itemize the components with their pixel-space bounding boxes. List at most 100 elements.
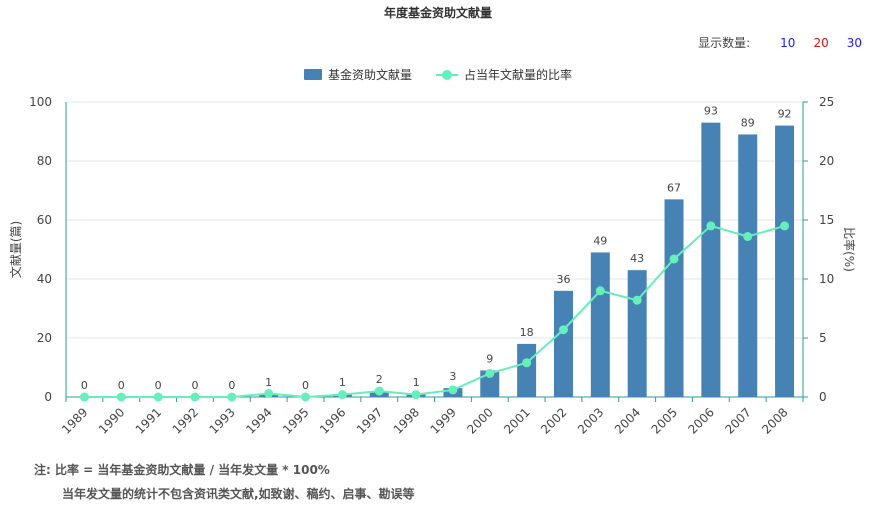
legend-line-label: 占当年文献量的比率 (464, 68, 573, 82)
y-tick-label-left: 60 (37, 213, 52, 227)
bar (738, 134, 758, 397)
y-tick-label-right: 5 (819, 331, 827, 345)
bar-data-label: 89 (741, 116, 755, 129)
x-tick-label: 1993 (206, 405, 237, 436)
ratio-point (522, 358, 532, 368)
bar-data-label: 0 (155, 379, 162, 392)
y-tick-label-right: 10 (819, 272, 834, 286)
x-tick-label: 2007 (722, 405, 753, 436)
ratio-point (153, 392, 163, 402)
x-tick-label: 2008 (759, 405, 790, 436)
bar (664, 199, 684, 397)
display-count-option-10[interactable]: 10 (780, 35, 796, 50)
y-tick-label-right: 25 (819, 95, 834, 109)
bar-data-label: 0 (228, 379, 235, 392)
y-tick-label-right: 0 (819, 390, 827, 404)
x-tick-label: 2002 (538, 405, 569, 436)
display-count-selector: 显示数量: 10 20 30 (698, 34, 862, 51)
bar-data-label: 18 (520, 326, 534, 339)
ratio-point (595, 286, 605, 296)
ratio-point (485, 368, 495, 378)
x-tick-label: 1990 (96, 405, 127, 436)
chart-legend: 基金资助文献量 占当年文献量的比率 (0, 66, 876, 83)
ratio-point (116, 392, 126, 402)
x-tick-label: 2006 (685, 405, 716, 436)
y-tick-label-left: 80 (37, 154, 52, 168)
y-tick-label-right: 20 (819, 154, 834, 168)
bar-data-label: 36 (556, 273, 570, 286)
chart-notes: 注: 比率 = 当年基金资助文献量 / 当年发文量 * 100% 当年发文量的统… (34, 458, 415, 506)
x-tick-label: 2004 (612, 405, 643, 436)
bar-data-label: 3 (449, 370, 456, 383)
legend-item-bar-series[interactable]: 基金资助文献量 (303, 66, 412, 83)
legend-bar-label: 基金资助文献量 (327, 68, 412, 82)
ratio-point (337, 390, 347, 400)
y-tick-label-left: 20 (37, 331, 52, 345)
line-layer (79, 221, 790, 402)
bar-data-label: 2 (376, 373, 383, 386)
ratio-point (669, 254, 679, 264)
y-axis-title-left: 文献量(篇) (8, 221, 23, 278)
bar-layer (259, 122, 795, 398)
bar-data-label: 49 (593, 234, 607, 247)
x-tick-label: 1999 (428, 405, 459, 436)
bar-data-label: 67 (667, 181, 681, 194)
x-tick-label: 1989 (59, 405, 90, 436)
bar-data-label: 92 (778, 108, 792, 121)
ratio-point (264, 388, 274, 398)
y-tick-label-left: 40 (37, 272, 52, 286)
x-tick-label: 2005 (649, 405, 680, 436)
x-tick-label: 1998 (391, 405, 422, 436)
x-tick-label: 1992 (170, 405, 201, 436)
legend-line-swatch (436, 69, 458, 81)
bar (553, 290, 573, 397)
bar (517, 343, 537, 397)
y-tick-label-right: 15 (819, 213, 834, 227)
y-tick-label-left: 100 (29, 95, 52, 109)
y-axis-title-right: 比率(%) (842, 227, 857, 272)
display-count-label: 显示数量: (698, 36, 751, 50)
note-line-2: 当年发文量的统计不包含资讯类文献,如致谢、稿约、启事、勘误等 (62, 487, 415, 501)
ratio-point (558, 325, 568, 335)
x-tick-label: 1996 (317, 405, 348, 436)
display-count-option-30[interactable]: 30 (846, 35, 862, 50)
ratio-point (632, 295, 642, 305)
x-tick-label: 2000 (464, 405, 495, 436)
note-line-1: 注: 比率 = 当年基金资助文献量 / 当年发文量 * 100% (34, 463, 330, 477)
bar-data-label: 1 (265, 376, 272, 389)
ratio-point (190, 392, 200, 402)
bar-data-label: 1 (413, 376, 420, 389)
bar-data-label: 0 (118, 379, 125, 392)
ratio-point (79, 392, 89, 402)
label-layer: 0 0 0 0 0 1 0 1 2 1 3 9 18 36 49 43 67 93 89 92 (81, 105, 792, 392)
x-tick-label: 1991 (133, 405, 164, 436)
ratio-point (374, 386, 384, 396)
x-tick-label: 2003 (575, 405, 606, 436)
bar-data-label: 43 (630, 252, 644, 265)
ratio-point (448, 385, 458, 395)
bar-data-label: 9 (486, 352, 493, 365)
x-tick-label: 1997 (354, 405, 385, 436)
x-tick-label: 1994 (243, 405, 274, 436)
bar (775, 125, 795, 397)
ratio-point (411, 390, 421, 400)
bar-data-label: 0 (302, 379, 309, 392)
ratio-point (227, 392, 237, 402)
x-tick-label: 1995 (280, 405, 311, 436)
bar (590, 252, 610, 397)
bar-data-label: 93 (704, 105, 718, 118)
legend-item-line-series[interactable]: 占当年文献量的比率 (436, 66, 572, 83)
bar-data-label: 0 (191, 379, 198, 392)
x-tick-label: 2001 (501, 405, 532, 436)
bar (701, 122, 721, 398)
display-count-option-20[interactable]: 20 (813, 35, 829, 50)
ratio-point (780, 221, 790, 231)
ratio-point (706, 221, 716, 231)
bar-data-label: 0 (81, 379, 88, 392)
bar (627, 270, 647, 397)
legend-bar-swatch (303, 69, 322, 80)
grid-layer (66, 101, 803, 339)
